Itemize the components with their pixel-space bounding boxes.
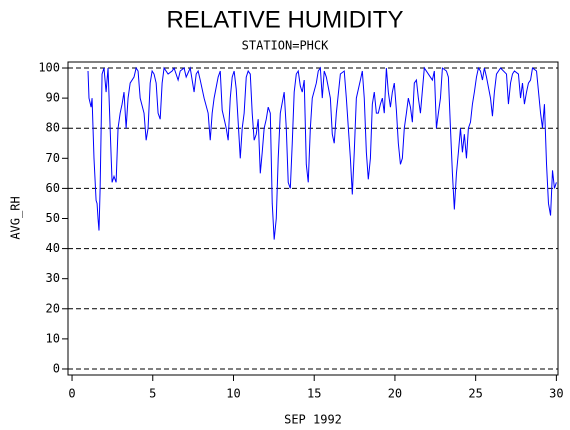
y-tick-label: 90 (46, 91, 60, 105)
x-tick-label: 10 (226, 387, 240, 401)
y-tick-label: 70 (46, 151, 60, 165)
y-tick-label: 0 (53, 361, 60, 375)
y-tick-label: 100 (38, 61, 60, 75)
chart-title: RELATIVE HUMIDITY (167, 6, 404, 33)
x-tick-label: 5 (149, 387, 156, 401)
y-axis-label: AVG_RH (9, 196, 23, 239)
x-tick-label: 25 (468, 387, 482, 401)
x-tick-label: 30 (549, 387, 563, 401)
y-tick-label: 50 (46, 211, 60, 225)
chart-subtitle: STATION=PHCK (242, 39, 329, 53)
y-tick-label: 20 (46, 301, 60, 315)
x-tick-label: 15 (307, 387, 321, 401)
x-tick-label: 0 (68, 387, 75, 401)
y-tick-label: 30 (46, 271, 60, 285)
data-line (87, 66, 557, 240)
y-tick-label: 60 (46, 181, 60, 195)
x-tick-label: 20 (388, 387, 402, 401)
y-tick-label: 10 (46, 331, 60, 345)
x-axis-label: SEP 1992 (284, 413, 342, 427)
plot-frame (67, 61, 559, 376)
y-tick-label: 80 (46, 121, 60, 135)
y-tick-label: 40 (46, 241, 60, 255)
